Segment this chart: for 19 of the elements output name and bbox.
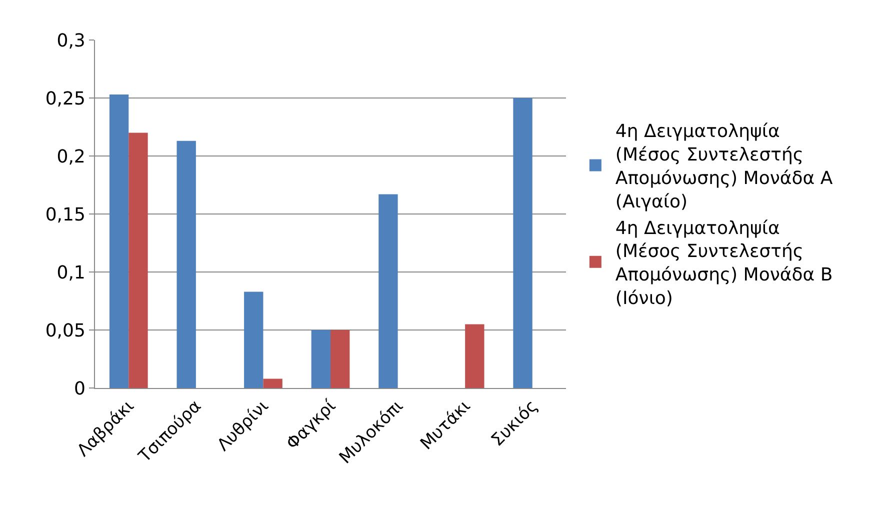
bar xyxy=(244,292,264,388)
y-tick-label: 0,15 xyxy=(45,204,86,226)
bar xyxy=(109,94,129,388)
bar xyxy=(378,194,398,388)
legend-label: 4η Δειγματοληψία (Μέσος Συντελεστής Απομόνωσης) Μονάδα Β (Ιόνιο) xyxy=(615,218,833,310)
y-tick-label: 0,3 xyxy=(56,30,86,52)
legend-label: 4η Δειγματοληψία (Μέσος Συντελεστής Απομόνωσης) Μονάδα Α (Αιγαίο) xyxy=(615,121,834,212)
y-tick-label: 0,25 xyxy=(45,88,86,110)
y-tick-label: 0,1 xyxy=(56,262,86,284)
bar xyxy=(465,324,484,388)
y-tick-label: 0 xyxy=(74,378,86,400)
bar xyxy=(513,98,532,388)
y-tick-label: 0,05 xyxy=(45,320,86,342)
bar xyxy=(263,378,282,388)
y-tick-label: 0,2 xyxy=(56,146,86,168)
bar xyxy=(176,140,196,388)
bar xyxy=(128,132,148,388)
bar xyxy=(311,330,330,388)
bar xyxy=(330,330,350,388)
